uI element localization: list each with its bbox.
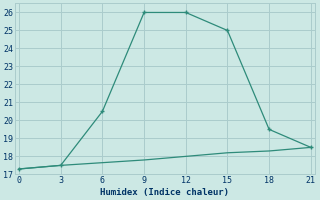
X-axis label: Humidex (Indice chaleur): Humidex (Indice chaleur)	[100, 188, 229, 197]
